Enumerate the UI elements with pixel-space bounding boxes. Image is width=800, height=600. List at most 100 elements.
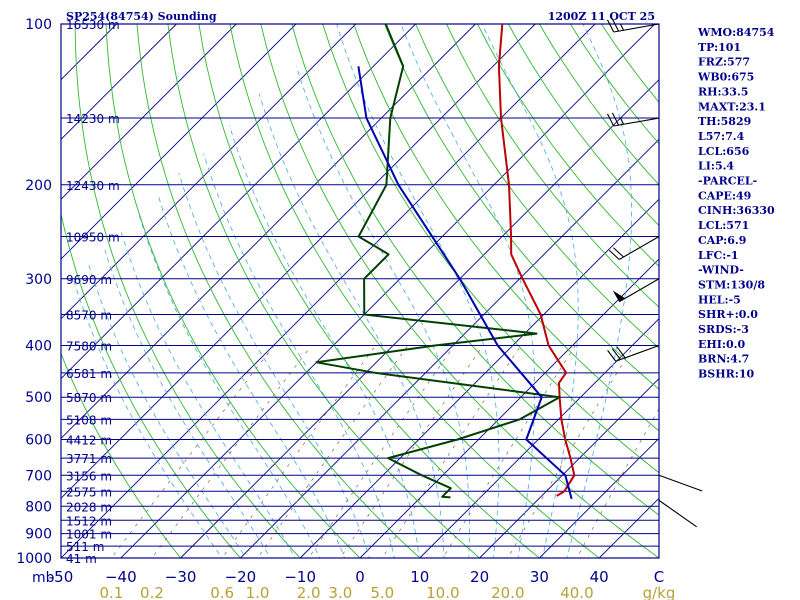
isobar-lines (61, 23, 659, 559)
mixing-ratio-tick-label: 3.0 (328, 584, 352, 600)
isotherm-line (61, 24, 177, 141)
index-item: WB0:675 (697, 71, 754, 84)
index-item: LCL:656 (698, 145, 750, 158)
wind-barb (608, 236, 660, 260)
pressure-tick-label: 200 (25, 178, 52, 194)
isotherm-lines (61, 24, 659, 558)
mixing-ratio-unit-label: g/kg (643, 584, 676, 600)
index-item: HEL:-5 (698, 293, 741, 306)
wind-barb (658, 474, 703, 492)
mixing-ratio-line (110, 345, 275, 558)
height-label: 1001 m (66, 528, 112, 542)
mixing-ratio-tick-label: 40.0 (560, 584, 593, 600)
chart-title: SP254(84754) Sounding (66, 10, 217, 23)
index-item: TH:5829 (698, 115, 751, 128)
dry-adiabat-line (105, 24, 361, 558)
index-item: CINH:36330 (698, 204, 775, 217)
parcel-profile-line (357, 66, 573, 500)
isotherm-line (479, 377, 659, 558)
moist-adiabat-line (400, 24, 536, 558)
pressure-tick-label: 800 (25, 499, 52, 515)
pressure-tick-label: 500 (25, 390, 52, 406)
isotherm-line (539, 437, 659, 558)
height-label: 7580 m (66, 340, 112, 354)
isotherm-line (61, 24, 357, 320)
isotherm-line (359, 258, 659, 558)
dewpoint-profile-line (315, 24, 561, 499)
mixing-ratio-tick-label: 10.0 (426, 584, 459, 600)
isotherm-line (120, 24, 656, 558)
moist-adiabat-line (72, 278, 223, 558)
dry-adiabat-line (322, 24, 659, 474)
wind-barb-flag (608, 249, 620, 260)
dry-adiabat-line (136, 24, 421, 558)
mixing-ratio-tick-label: 0.2 (140, 584, 164, 600)
chart-time: 1200Z 11 OCT 25 (548, 10, 655, 23)
mixing-ratio-line (257, 345, 409, 558)
index-item: CAP:6.9 (698, 234, 746, 247)
pressure-tick-label: 400 (25, 339, 52, 355)
pressure-tick-label: 100 (25, 17, 52, 33)
mixing-ratio-line (507, 345, 634, 558)
isotherm-line (299, 198, 659, 558)
index-item: BSHR:10 (698, 368, 754, 381)
wind-barb-staff (613, 117, 660, 127)
moist-adiabat-line (566, 24, 632, 558)
pressure-tick-label: 1000 (16, 551, 52, 567)
wind-barb-flag (607, 19, 615, 33)
moist-adiabat-line (120, 231, 296, 558)
index-item: LI:5.4 (698, 160, 734, 173)
temperature-tick-label: 30 (530, 568, 549, 586)
temperature-profile-line (497, 24, 576, 497)
height-label: 14230 m (66, 112, 120, 126)
moist-adiabat-line (481, 24, 579, 558)
mixing-ratio-line (576, 408, 659, 558)
index-item: STM:130/8 (698, 278, 765, 291)
wind-barb-pennant (612, 290, 626, 302)
pressure-tick-label: 300 (25, 272, 52, 288)
index-item: EHI:0.0 (698, 338, 745, 351)
wind-barb-half-flag (619, 23, 625, 31)
wind-barb-staff (615, 344, 660, 362)
plot-border (60, 23, 660, 559)
moist-adiabat-line (203, 153, 395, 558)
index-item: LFC:-1 (698, 249, 739, 262)
dry-adiabat-line (260, 24, 659, 558)
wind-barb-flag (611, 18, 620, 32)
height-label: 2575 m (66, 485, 112, 499)
height-label: 6581 m (66, 367, 112, 381)
mixing-ratio-line (442, 345, 576, 558)
wind-barb (607, 18, 660, 33)
isotherm-line (419, 318, 659, 558)
height-label: 5108 m (66, 413, 112, 427)
pressure-unit-label: mb (32, 570, 55, 586)
mixing-ratio-line (151, 345, 312, 558)
temperature-tick-label: 40 (590, 568, 609, 586)
chart-frame (60, 23, 660, 559)
mixing-ratio-tick-label: 0.6 (210, 584, 234, 600)
pressure-tick-label: 900 (25, 527, 52, 543)
height-label: 3156 m (66, 469, 112, 483)
dry-adiabat-line (384, 24, 659, 390)
height-label: 12430 m (66, 179, 120, 193)
isotherm-line (61, 24, 596, 558)
temperature-unit-label: C (654, 568, 664, 586)
dry-adiabat-line (61, 352, 182, 558)
isotherm-line (61, 24, 237, 200)
wind-barb-staff (618, 236, 660, 260)
height-label: 4412 m (66, 434, 112, 448)
wind-barb-staff (618, 278, 660, 303)
wind-barb-staff (613, 23, 660, 33)
wind-barb (658, 499, 697, 528)
moist-adiabat-line (137, 211, 321, 558)
wind-barb (607, 112, 660, 127)
wind-barb-staff (658, 499, 697, 528)
isotherm-line (61, 24, 476, 440)
index-item: TP:101 (698, 41, 741, 54)
temperature-tick-label: −40 (105, 568, 137, 586)
profile-series (315, 24, 576, 500)
temperature-tick-label: -50 (49, 568, 74, 586)
index-item: SHR+:0.0 (698, 308, 758, 321)
